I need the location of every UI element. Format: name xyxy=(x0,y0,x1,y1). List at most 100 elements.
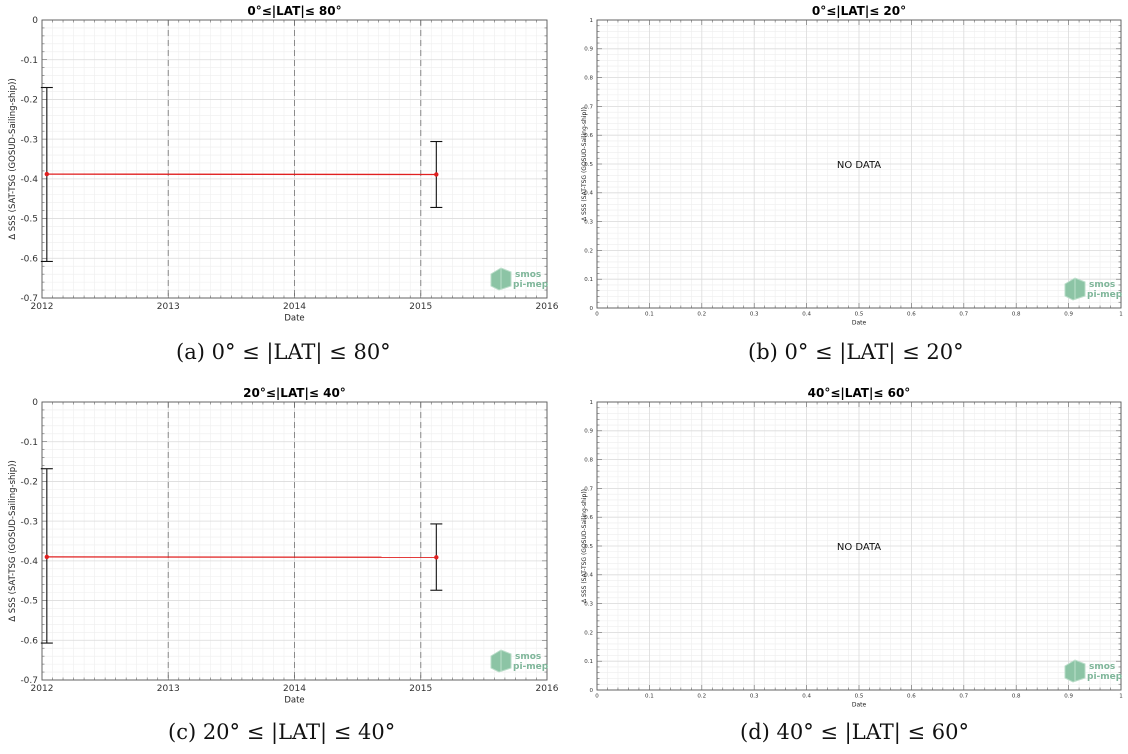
caption-a: (a) 0° ≤ |LAT| ≤ 80° xyxy=(176,340,391,364)
y-tick-label: 0.2 xyxy=(584,630,593,636)
chart-panel-a: 2012 2013 2014 2015 2016 0 -0.1 -0.2 -0.3 -0.4 -0.… xyxy=(0,0,560,332)
x-tick-label: 1 xyxy=(1119,694,1123,700)
tick-marks xyxy=(596,401,1122,691)
y-tick-label: -0.3 xyxy=(20,517,38,527)
caption-c: (c) 20° ≤ |LAT| ≤ 40° xyxy=(168,720,396,744)
y-tick-label: -0.2 xyxy=(20,478,38,488)
y-tick-label: 0.7 xyxy=(584,104,593,110)
chart-title: 0°≤|LAT|≤ 80° xyxy=(247,4,341,18)
y-tick-label: -0.5 xyxy=(20,597,38,607)
logo-text-smos: smos xyxy=(1089,662,1115,672)
y-axis-label: Δ SSS (SAT-TSG (GOSUD-Sailing-ship)) xyxy=(8,460,18,622)
y-tick-label: 0 xyxy=(32,398,38,408)
y-tick-label: -0.1 xyxy=(20,56,38,66)
logo-text-smos: smos xyxy=(515,270,541,280)
chart-panel-c: 2012 2013 2014 2015 2016 0 -0.1 -0.2 -0.3 -0.4 -0.… xyxy=(0,382,560,714)
chart-title: 0°≤|LAT|≤ 20° xyxy=(812,4,906,18)
logo-text-pimep: pi-mep xyxy=(513,662,549,672)
y-tick-label: 0.5 xyxy=(584,544,593,550)
series-0 xyxy=(40,468,443,644)
x-axis-label: Date xyxy=(852,702,867,709)
x-tick-label: 0.9 xyxy=(1064,312,1073,318)
x-tick-label: 0.3 xyxy=(750,312,759,318)
y-tick-label: -0.7 xyxy=(20,676,38,686)
x-tick-label: 0.4 xyxy=(802,312,811,318)
y-tick-label: 0.6 xyxy=(584,133,593,139)
y-tick-label: -0.4 xyxy=(20,175,38,185)
y-tick-label: -0.2 xyxy=(20,96,38,106)
x-tick-label: 0.4 xyxy=(802,694,811,700)
x-tick-label: 0.8 xyxy=(1012,694,1021,700)
chart-svg-c: 2012 2013 2014 2015 2016 0 -0.1 -0.2 -0.3 -0.4 -0.… xyxy=(8,386,559,706)
y-axis-label: Δ SSS (SAT-TSG (GOSUD-Sailing-ship)) xyxy=(581,489,588,603)
x-tick-label: 2012 xyxy=(31,302,54,312)
x-axis-label: Date xyxy=(852,320,867,327)
x-tick-label: 2015 xyxy=(409,684,432,694)
y-tick-label: 0.4 xyxy=(584,573,593,579)
x-axis-label: Date xyxy=(284,314,304,324)
x-tick-label: 2014 xyxy=(283,684,306,694)
x-tick-label: 0.3 xyxy=(750,694,759,700)
x-tick-label: 2012 xyxy=(31,684,54,694)
x-tick-label: 0.7 xyxy=(959,694,968,700)
x-tick-label: 0.5 xyxy=(855,694,864,700)
y-axis-label: Δ SSS (SAT-TSG (GOSUD-Sailing-ship)) xyxy=(581,107,588,221)
tick-marks xyxy=(596,19,1122,309)
x-tick-label: 2016 xyxy=(536,302,559,312)
y-tick-label: -0.6 xyxy=(20,636,38,646)
chart-svg-d: 0 0.1 0.2 0.3 0.4 0.5 0.6 0.7 0.8 0.9 1 0 0.1 0.2 0.3 0… xyxy=(581,386,1123,709)
x-tick-label: 0.7 xyxy=(959,312,968,318)
x-tick-label: 2013 xyxy=(157,302,180,312)
x-tick-label: 0.1 xyxy=(645,312,654,318)
data-point xyxy=(434,172,439,177)
x-tick-label: 1 xyxy=(1119,312,1123,318)
y-tick-label: 0.1 xyxy=(584,659,593,665)
tick-marks xyxy=(41,19,548,299)
y-tick-label: -0.6 xyxy=(20,254,38,264)
logo-text-pimep: pi-mep xyxy=(513,280,549,290)
chart-panel-d: 0 0.1 0.2 0.3 0.4 0.5 0.6 0.7 0.8 0.9 1 0 0.1 0.2 0.3 0… xyxy=(580,382,1128,714)
y-tick-label: 0.3 xyxy=(584,602,593,608)
data-point xyxy=(434,555,439,560)
y-tick-label: 0.9 xyxy=(584,429,593,435)
x-tick-label: 2014 xyxy=(283,302,306,312)
y-tick-label: 1 xyxy=(590,400,594,406)
x-tick-label: 0.2 xyxy=(697,312,706,318)
chart-panel-b: 0 0.1 0.2 0.3 0.4 0.5 0.6 0.7 0.8 0.9 1 0 0.1 0.2 0.3 0… xyxy=(580,0,1128,332)
caption-b: (b) 0° ≤ |LAT| ≤ 20° xyxy=(748,340,964,364)
chart-svg-b: 0 0.1 0.2 0.3 0.4 0.5 0.6 0.7 0.8 0.9 1 0 0.1 0.2 0.3 0… xyxy=(581,4,1123,327)
x-axis-label: Date xyxy=(284,696,304,706)
y-tick-label: 0 xyxy=(590,688,594,694)
logo-text-pimep: pi-mep xyxy=(1087,672,1123,682)
y-tick-label: 0 xyxy=(590,306,594,312)
logo-text-smos: smos xyxy=(515,652,541,662)
data-point xyxy=(44,171,50,177)
x-tick-label: 0.6 xyxy=(907,312,916,318)
x-tick-label: 0.9 xyxy=(1064,694,1073,700)
x-tick-label: 0 xyxy=(595,694,599,700)
x-tick-label: 0.2 xyxy=(697,694,706,700)
x-tick-label: 0.6 xyxy=(907,694,916,700)
y-tick-label: 0.5 xyxy=(584,162,593,168)
chart-svg-a: 2012 2013 2014 2015 2016 0 -0.1 -0.2 -0.3 -0.4 -0.… xyxy=(8,4,559,324)
y-tick-label: -0.5 xyxy=(20,215,38,225)
y-tick-label: 0 xyxy=(32,16,38,26)
x-tick-label: 0 xyxy=(595,312,599,318)
x-tick-label: 2013 xyxy=(157,684,180,694)
y-tick-label: 0.1 xyxy=(584,277,593,283)
tick-marks xyxy=(41,401,548,681)
x-tick-label: 2016 xyxy=(536,684,559,694)
chart-title: 20°≤|LAT|≤ 40° xyxy=(243,386,346,400)
y-tick-label: 0.6 xyxy=(584,515,593,521)
logo-text-smos: smos xyxy=(1089,280,1115,290)
y-axis-label: Δ SSS (SAT-TSG (GOSUD-Sailing-ship)) xyxy=(8,78,18,240)
y-tick-label: 0.8 xyxy=(584,458,593,464)
no-data-annotation: NO DATA xyxy=(837,160,881,171)
x-tick-label: 0.1 xyxy=(645,694,654,700)
y-tick-label: 0.2 xyxy=(584,248,593,254)
logo-text-pimep: pi-mep xyxy=(1087,290,1123,300)
y-tick-label: -0.4 xyxy=(20,557,38,567)
x-tick-label: 0.5 xyxy=(855,312,864,318)
